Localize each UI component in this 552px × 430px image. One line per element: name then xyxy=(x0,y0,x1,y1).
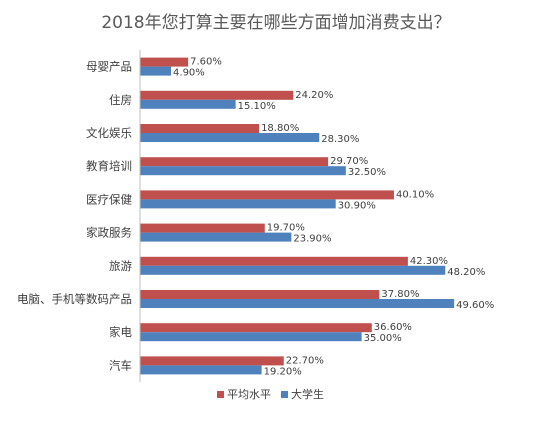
category-label: 文化娱乐 xyxy=(86,126,132,140)
bar-average xyxy=(140,190,394,200)
category-label: 医疗保健 xyxy=(86,192,132,206)
data-label: 42.30% xyxy=(410,256,448,267)
category-label: 汽车 xyxy=(109,358,132,372)
bar-student xyxy=(140,66,172,76)
data-label: 32.50% xyxy=(348,167,386,178)
bar-average xyxy=(140,290,380,299)
bar-average xyxy=(140,256,408,266)
plot-area: 母婴产品 7.60%4.90% 住房 24.20% 15.10% 文化娱乐 18.80% 28… xyxy=(17,50,494,382)
data-label: 15.10% xyxy=(238,101,276,112)
data-label: 22.70% xyxy=(286,355,324,366)
data-label: 30.90% xyxy=(338,200,376,211)
bar-average xyxy=(140,356,284,366)
bar-student xyxy=(140,332,362,342)
data-label: 35.00% xyxy=(364,333,402,344)
data-label: 19.20% xyxy=(264,366,302,377)
bar-average xyxy=(140,323,372,333)
legend-label: 平均水平 xyxy=(227,388,271,401)
legend-swatch xyxy=(217,391,224,398)
chart-title: 2018年您打算主要在哪些方面增加消费支出？ xyxy=(101,13,450,33)
bar-average xyxy=(140,57,189,67)
bar-student xyxy=(140,166,346,176)
data-label: 40.10% xyxy=(396,189,434,200)
bar-average xyxy=(140,223,265,233)
category-label: 住房 xyxy=(109,93,132,107)
bar-student xyxy=(140,365,262,375)
category-label: 家政服务 xyxy=(86,226,132,240)
bar-average xyxy=(140,124,260,133)
bar-student xyxy=(140,133,320,142)
bar-student xyxy=(140,265,446,275)
data-label: 37.80% xyxy=(381,289,419,300)
category-label: 母婴产品 xyxy=(86,60,132,74)
category-label: 家电 xyxy=(109,325,132,339)
data-label: 48.20% xyxy=(447,267,485,278)
legend-swatch xyxy=(281,391,288,398)
legend-label: 大学生 xyxy=(291,387,324,401)
legend: 平均水平 大学生 xyxy=(217,387,324,401)
bar-student xyxy=(140,299,455,308)
data-label: 23.90% xyxy=(293,234,331,245)
data-label: 19.70% xyxy=(267,223,305,234)
bar-average xyxy=(140,90,294,100)
data-label: 4.90% xyxy=(173,68,205,79)
data-label: 29.70% xyxy=(330,156,368,167)
bar-student xyxy=(140,232,292,242)
bar-student xyxy=(140,99,236,109)
category-label: 电脑、手机等数码产品 xyxy=(17,292,132,306)
bar-average xyxy=(140,157,329,167)
data-label: 24.20% xyxy=(295,90,333,101)
data-label: 7.60% xyxy=(190,57,222,68)
bar-student xyxy=(140,199,336,209)
category-label: 教育培训 xyxy=(86,159,132,173)
category-label: 旅游 xyxy=(109,259,132,273)
data-label: 49.60% xyxy=(456,300,494,311)
data-label: 36.60% xyxy=(374,322,412,333)
data-label: 18.80% xyxy=(261,123,299,134)
data-label: 28.30% xyxy=(321,134,359,145)
